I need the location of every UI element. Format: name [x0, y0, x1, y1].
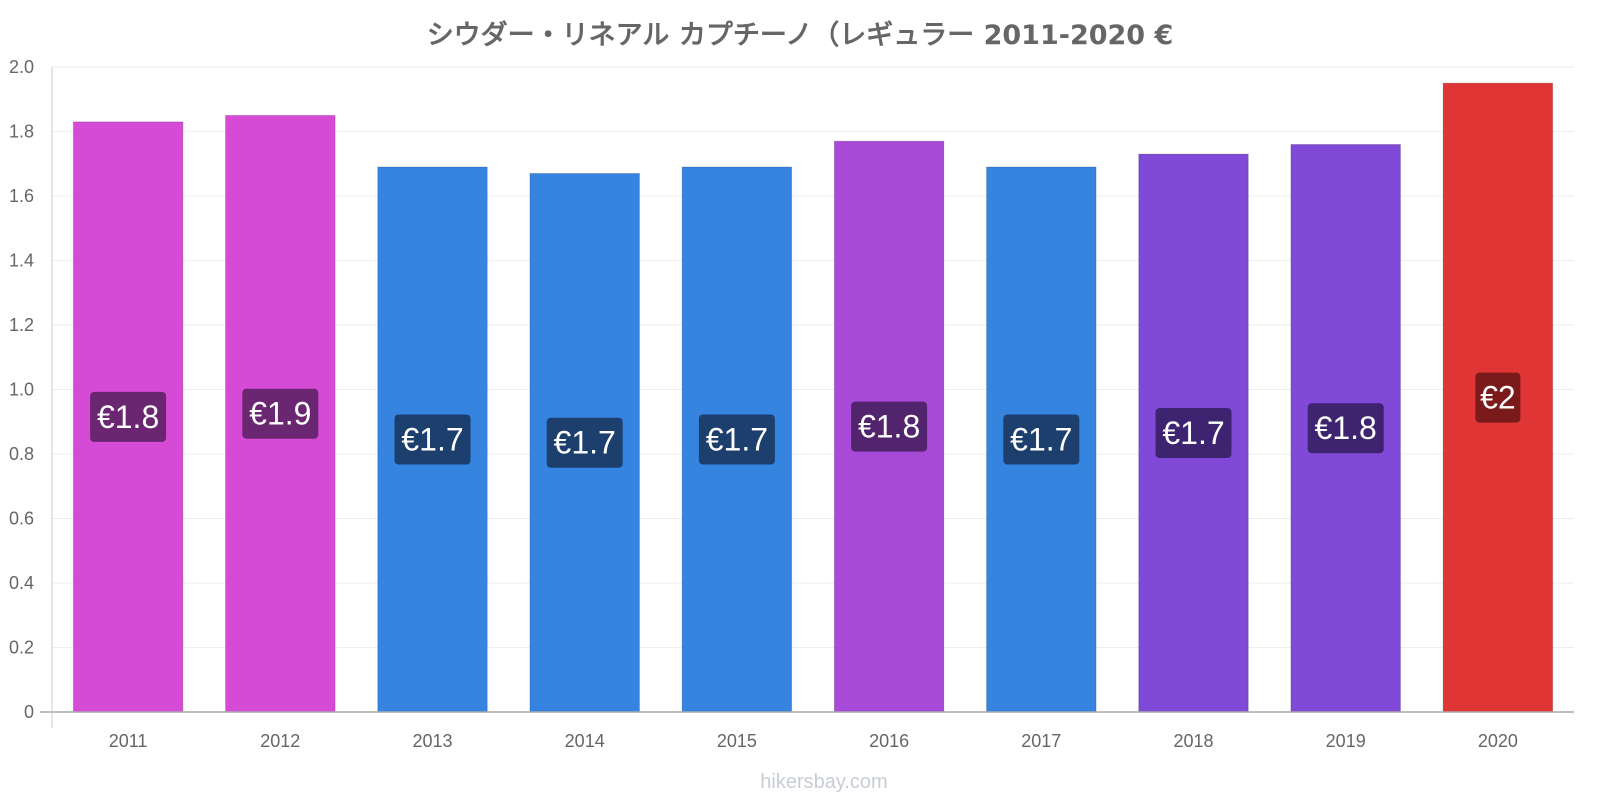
data-label-box [698, 414, 775, 465]
y-tick-label: 0.4 [9, 573, 34, 593]
data-label-box [1155, 408, 1232, 459]
data-label: €2 [1480, 380, 1516, 416]
y-tick-label: 1.4 [9, 251, 34, 271]
footer-watermark: hikersbay.com [760, 771, 887, 793]
data-label-box [1003, 414, 1080, 465]
data-label: €1.8 [97, 399, 159, 435]
x-tick-label: 2012 [260, 731, 300, 751]
chart-title: シウダー・リネアル カプチーノ（レギュラー 2011-2020 € [427, 19, 1174, 51]
data-label-box [546, 417, 623, 468]
y-axis: 0 0.2 0.4 0.6 0.8 1.0 1.2 1.4 1.6 1.8 2.0 [9, 57, 1574, 728]
data-label: €1.8 [1315, 410, 1377, 446]
x-axis: 2011 2012 2013 2014 2015 2016 2017 2018 2019 2020 [109, 731, 1518, 751]
y-tick-label: 0.6 [9, 509, 34, 529]
x-tick-label: 2018 [1173, 731, 1213, 751]
data-label-box [1475, 372, 1521, 423]
data-label-box [242, 388, 319, 439]
data-label-box [394, 414, 471, 465]
y-tick-label: 0.8 [9, 444, 34, 464]
x-tick-label: 2015 [717, 731, 757, 751]
x-tick-label: 2020 [1478, 731, 1518, 751]
data-label: €1.7 [1010, 421, 1072, 457]
data-label: €1.7 [1162, 415, 1224, 451]
data-label-box [851, 401, 928, 452]
data-label: €1.7 [554, 425, 616, 461]
y-tick-label: 1.2 [9, 315, 34, 335]
y-tick-label: 1.8 [9, 122, 34, 142]
y-tick-label: 0.2 [9, 638, 34, 658]
y-tick-label: 0 [24, 702, 34, 722]
x-tick-label: 2014 [565, 731, 605, 751]
data-label-box [90, 391, 167, 442]
y-tick-label: 2.0 [9, 57, 34, 77]
x-tick-label: 2017 [1021, 731, 1061, 751]
y-tick-label: 1.6 [9, 186, 34, 206]
data-label: €1.7 [706, 421, 768, 457]
x-tick-label: 2013 [412, 731, 452, 751]
data-label-box [1307, 403, 1384, 454]
data-label: €1.8 [858, 409, 920, 445]
data-label: €1.7 [401, 421, 463, 457]
data-label: €1.9 [249, 396, 311, 432]
y-tick-label: 1.0 [9, 380, 34, 400]
data-labels: €1.8 €1.9 €1.7 €1.7 €1.7 €1.8 €1.7 €1.7 €1.8 €2 [90, 372, 1521, 468]
x-tick-label: 2019 [1326, 731, 1366, 751]
x-tick-label: 2011 [109, 731, 148, 751]
x-tick-label: 2016 [869, 731, 909, 751]
